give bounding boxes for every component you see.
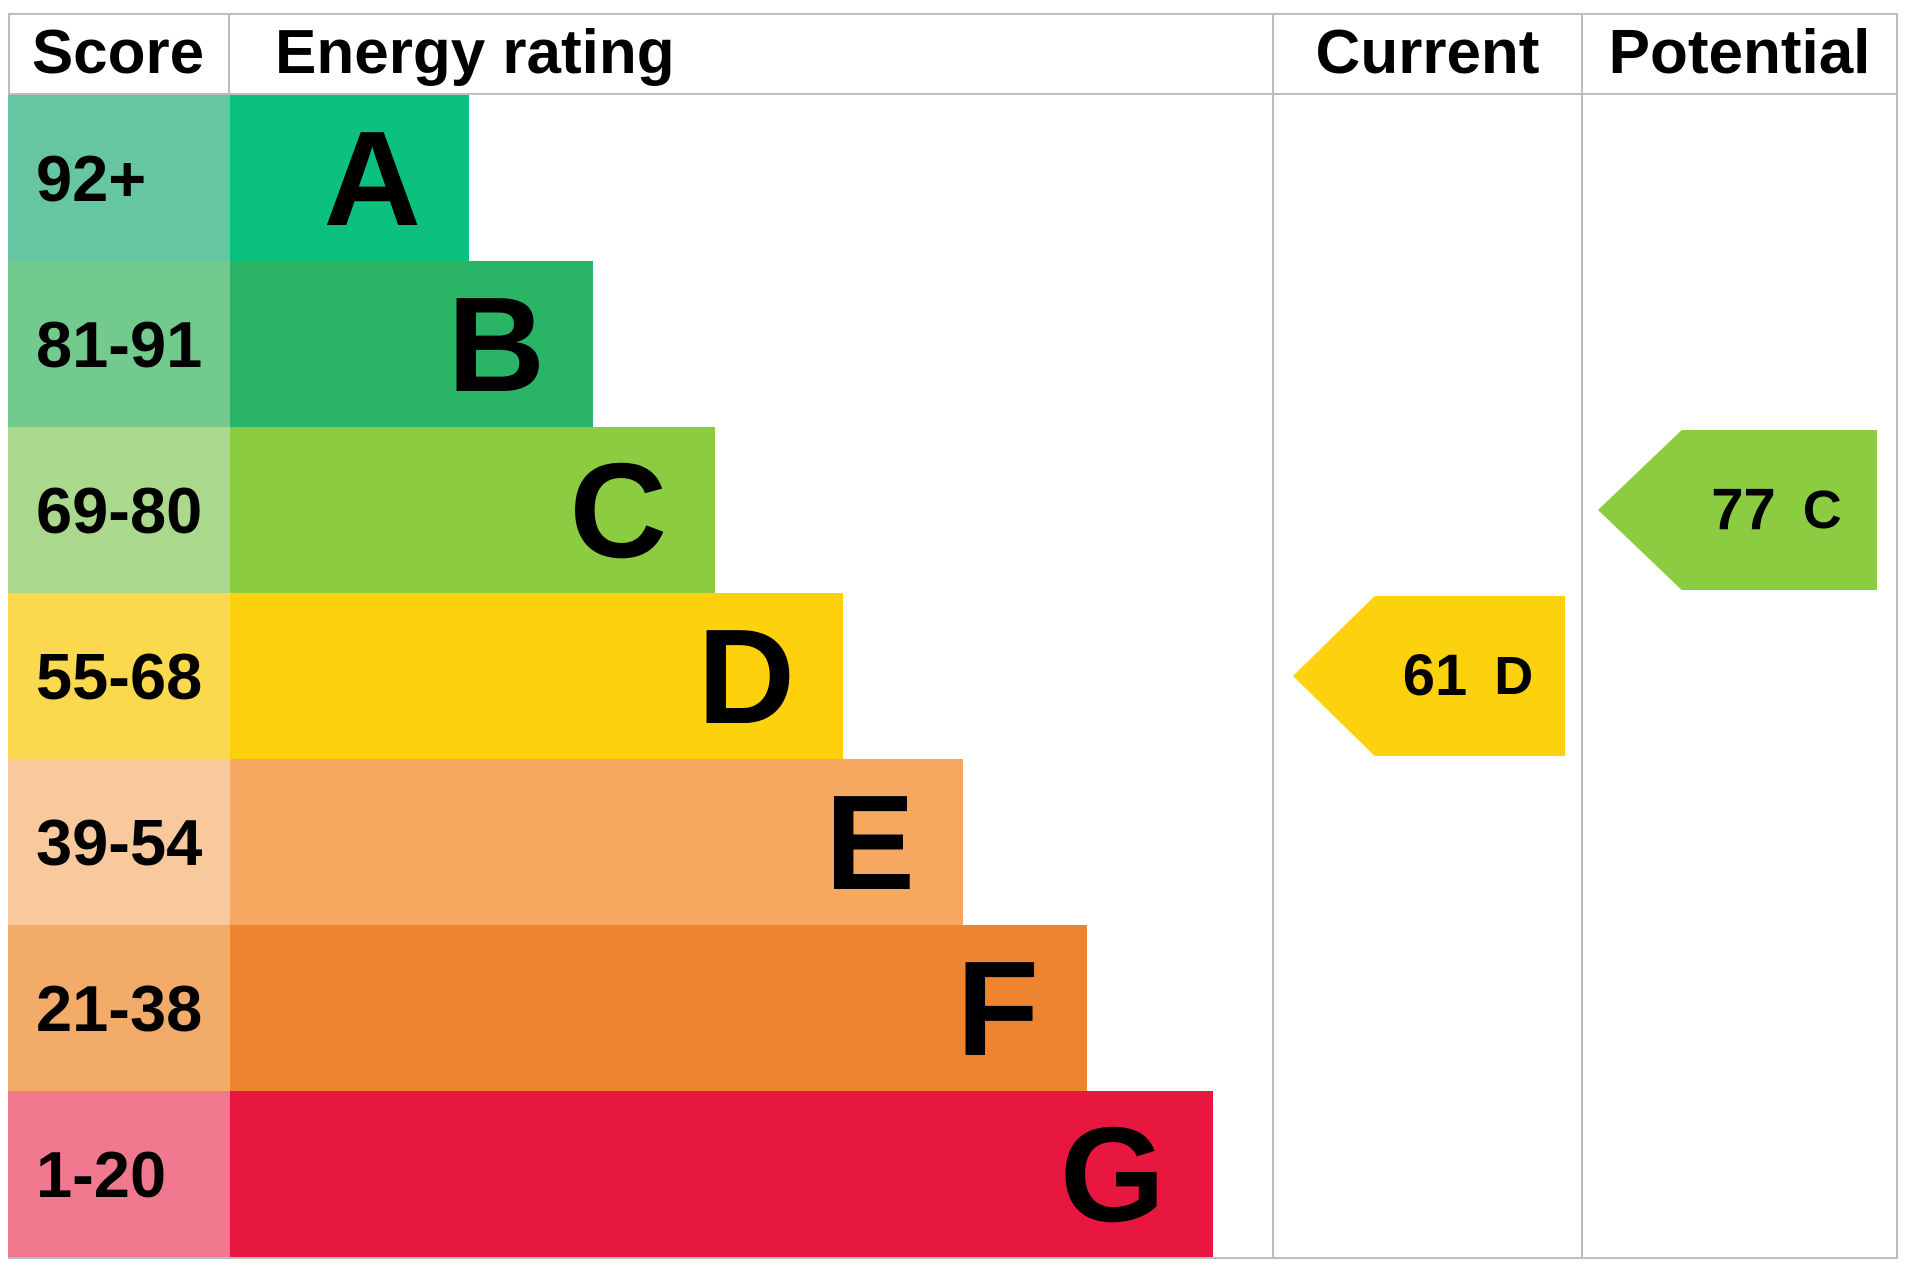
potential-band-letter: C [1802, 480, 1842, 540]
header-current: Current [1315, 18, 1540, 87]
score-range-label: 69-80 [36, 473, 203, 547]
band-bar: F [230, 925, 1087, 1091]
score-range-label: 39-54 [36, 805, 203, 879]
band-letter: B [447, 268, 546, 420]
band-row-a: 92+ A [8, 95, 1898, 261]
band-row-g: 1-20 G [8, 1091, 1898, 1257]
header-potential: Potential [1608, 18, 1871, 87]
band-row-e: 39-54 E [8, 759, 1898, 925]
band-score-range: 81-91 [8, 261, 230, 427]
band-bar: B [230, 261, 593, 427]
band-letter: G [1059, 1098, 1165, 1250]
band-score-range: 1-20 [8, 1091, 230, 1257]
band-letter: A [323, 102, 422, 254]
header-bottom-border [8, 93, 1898, 95]
score-range-label: 92+ [36, 141, 147, 215]
score-range-label: 1-20 [36, 1137, 167, 1211]
band-row-b: 81-91 B [8, 261, 1898, 427]
band-row-d: 55-68 D [8, 593, 1898, 759]
score-column-divider [228, 13, 230, 95]
band-score-range: 21-38 [8, 925, 230, 1091]
band-row-c: 69-80 C [8, 427, 1898, 593]
potential-score-value: 77 [1711, 477, 1776, 542]
table-right-border [1896, 13, 1898, 1259]
score-range-label: 81-91 [36, 307, 203, 381]
band-bar: E [230, 759, 963, 925]
header-energy-rating: Energy rating [275, 18, 675, 87]
current-score-value: 61 [1402, 643, 1468, 708]
band-score-range: 69-80 [8, 427, 230, 593]
header-score: Score [31, 18, 205, 87]
score-range-label: 21-38 [36, 971, 203, 1045]
band-letter: F [956, 932, 1039, 1084]
band-bar: D [230, 593, 843, 759]
band-letter: E [824, 766, 915, 918]
band-row-f: 21-38 F [8, 925, 1898, 1091]
score-range-label: 55-68 [36, 639, 203, 713]
table-bottom-border [8, 1257, 1898, 1259]
band-letter: D [697, 600, 796, 752]
potential-column-divider [1581, 13, 1583, 1259]
current-column-divider [1272, 13, 1274, 1259]
table-top-border [8, 13, 1898, 15]
band-bar: G [230, 1091, 1213, 1257]
band-bar: A [230, 95, 469, 261]
band-score-range: 55-68 [8, 593, 230, 759]
band-score-range: 92+ [8, 95, 230, 261]
band-letter: C [569, 434, 668, 586]
header-left-border [8, 13, 10, 95]
current-band-letter: D [1494, 646, 1534, 706]
band-score-range: 39-54 [8, 759, 230, 925]
band-bar: C [230, 427, 715, 593]
